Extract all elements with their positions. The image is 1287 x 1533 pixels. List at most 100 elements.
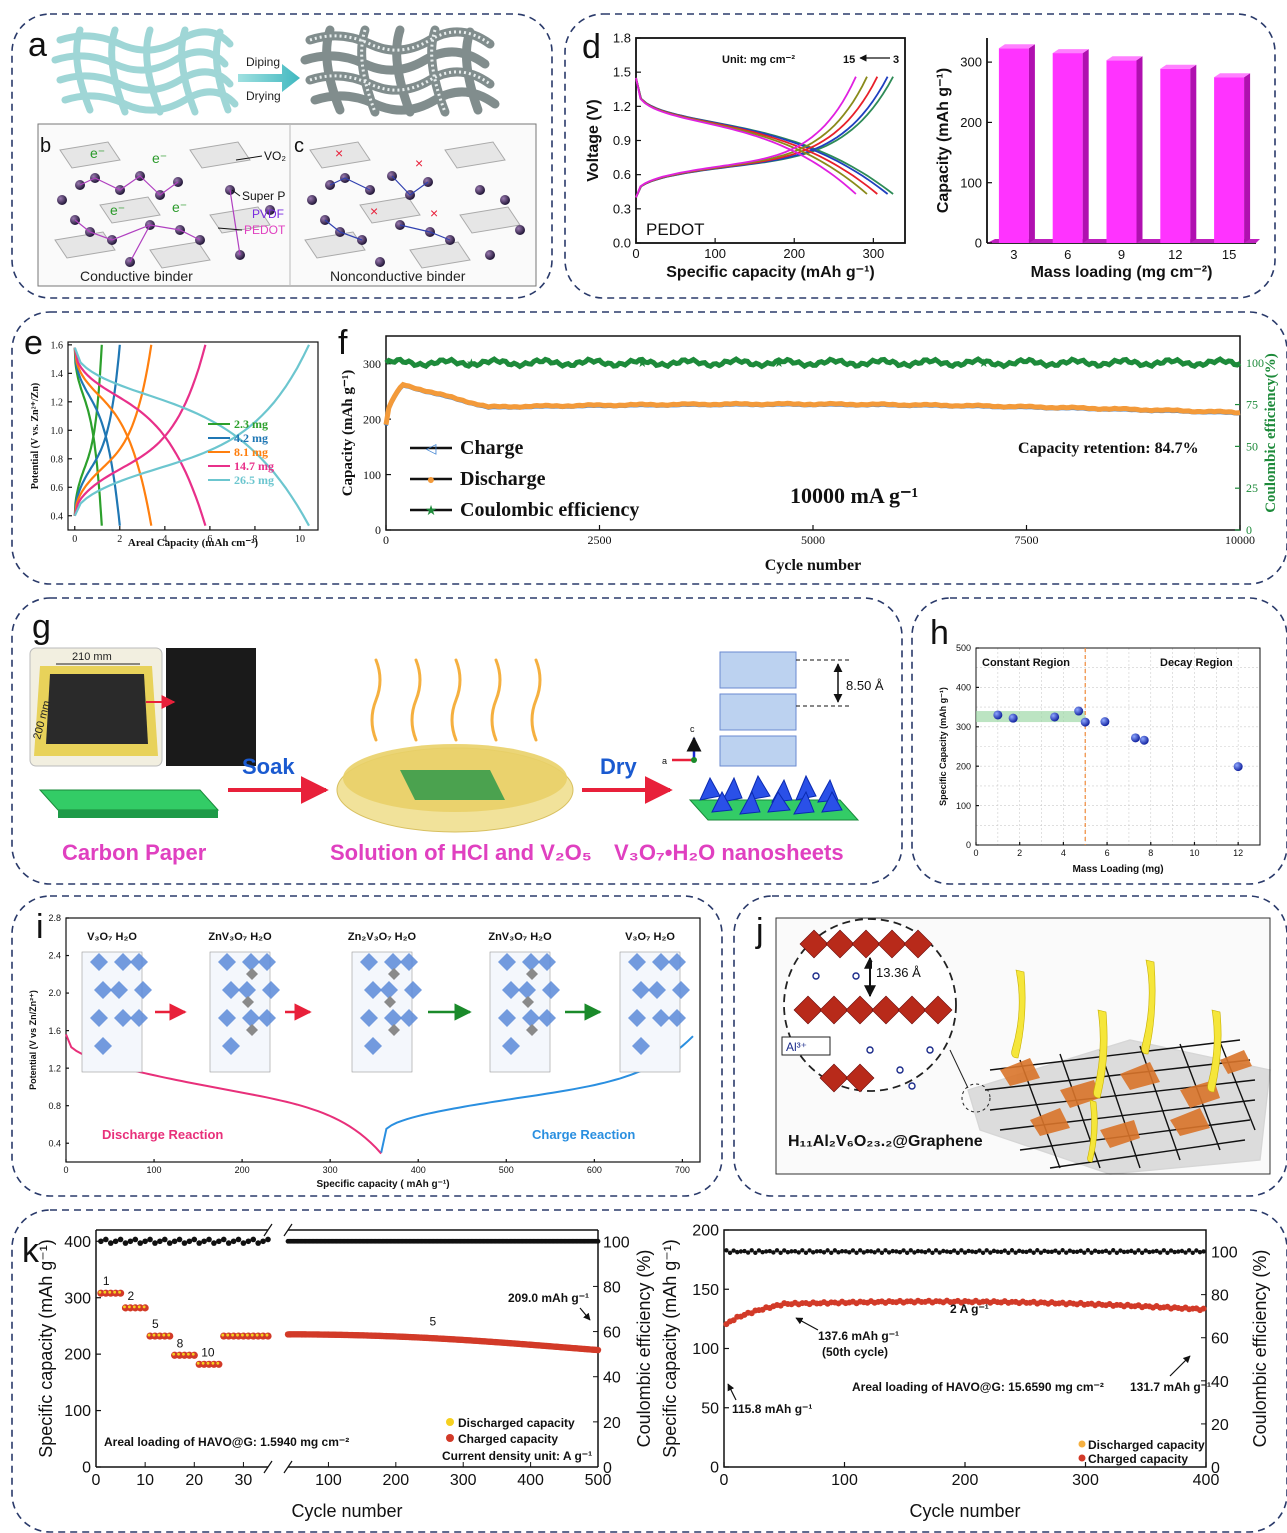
x-axis-label: Cycle number: [909, 1501, 1020, 1521]
stage-crystal: [619, 951, 681, 1073]
ce-point: [117, 1236, 124, 1243]
discharged-point: [265, 1333, 269, 1337]
panel-j-schematic: 13.36 Å Al³⁺ H₁₁Al₂V₆O₂₃.₂@Graphene: [775, 917, 1271, 1175]
discharged-point: [186, 1352, 190, 1356]
ce-point: [731, 1248, 736, 1253]
ce-point: [749, 1248, 754, 1253]
data-point: [1100, 717, 1110, 727]
charged-point: [594, 1346, 602, 1354]
x-tick-label: 2: [117, 534, 122, 545]
charge-curve: [635, 76, 868, 198]
x-tick-label: 100: [831, 1472, 858, 1489]
ce-point: [1172, 1249, 1177, 1255]
zn-site: [526, 968, 538, 980]
caption-nanosheets: V₃O₇•H₂O nanosheets: [614, 840, 844, 865]
x-tick-label: 8: [1148, 848, 1153, 858]
ce-point: [137, 1240, 144, 1246]
data-point: [1074, 706, 1084, 716]
ce-point: [260, 1238, 266, 1245]
rate-label: 2 A g⁻¹: [950, 1302, 989, 1316]
pedot-label: PEDOT: [646, 220, 705, 239]
ce-point: [1056, 1250, 1062, 1255]
ce-point: [166, 1240, 173, 1246]
polyhedron: [130, 1009, 148, 1027]
carbon-paper-sheet: [38, 789, 220, 811]
ce-star: ★: [978, 356, 989, 370]
ce-point: [832, 1248, 838, 1253]
soak-label: Soak: [242, 754, 295, 779]
bar: [1214, 77, 1245, 243]
graphene-sheet: [967, 1039, 1271, 1175]
ce-point: [962, 1250, 968, 1255]
plot-frame: [67, 341, 319, 531]
ce-point: [1183, 1250, 1188, 1255]
ce-point: [1194, 1248, 1199, 1253]
y-right-tick-label: 0: [603, 1460, 612, 1477]
charged-point: [141, 1304, 149, 1312]
ce-point: [1132, 1250, 1138, 1255]
zn-site: [246, 1024, 258, 1036]
x-tick-label: 2: [1017, 848, 1022, 858]
ce-point: [926, 1248, 932, 1253]
ion-legend-box: [781, 1036, 831, 1056]
frame-ef: [11, 311, 1287, 585]
x-tick-label: 700: [675, 1165, 690, 1175]
bar-side: [1190, 64, 1197, 243]
ce-point: [162, 1236, 168, 1243]
block-3: ×: [370, 203, 378, 219]
ce-point: [879, 1250, 885, 1256]
zn-site: [384, 996, 396, 1008]
ce-point: [767, 1248, 772, 1254]
rate-label: 8: [177, 1336, 184, 1350]
y-right-tick-label: 75: [1246, 398, 1258, 412]
ce-point: [1009, 1248, 1015, 1253]
discharged-point: [132, 1305, 136, 1309]
y-tick-label: 500: [956, 643, 971, 653]
nonconductive-label: Nonconductive binder: [330, 268, 466, 284]
y-tick-label: 0.0: [613, 236, 631, 251]
y-right-tick-label: 80: [1211, 1288, 1229, 1305]
y-tick-label: 0: [82, 1460, 91, 1477]
frame-i: [11, 895, 723, 1197]
legend-charged: Charged capacity: [1088, 1452, 1188, 1466]
polyhedron: [218, 953, 236, 971]
polyhedron: [242, 1009, 260, 1027]
ce-point: [774, 1248, 780, 1253]
panel-frames: [11, 13, 1287, 1533]
ce-point: [1045, 1249, 1051, 1254]
bar-top: [1214, 73, 1251, 78]
ce-point: [1092, 1248, 1098, 1253]
vapor-arrows: [370, 658, 542, 742]
ce-point: [1017, 1248, 1022, 1254]
long-rate-label: 5: [430, 1315, 437, 1329]
charged-point: [190, 1351, 198, 1359]
decay-region-label: Decay Region: [1160, 657, 1233, 669]
polyhedron: [498, 1009, 516, 1027]
polyhedron: [94, 1037, 112, 1055]
ce-point: [1002, 1248, 1007, 1253]
zn-site: [246, 968, 258, 980]
y-tick-label: 200: [64, 1347, 91, 1364]
x-tick-label: 0: [383, 533, 389, 547]
ce-point: [1013, 1250, 1018, 1255]
y-tick-label: 0.6: [51, 483, 64, 494]
ce-point: [1176, 1249, 1181, 1254]
ce-point: [1096, 1249, 1101, 1255]
dip-arrow: [238, 64, 300, 92]
y-tick-label: 300: [64, 1290, 91, 1307]
ce-point: [1139, 1250, 1145, 1255]
y-right-tick-label: 0: [1246, 523, 1252, 537]
y-tick-label: 0.4: [48, 1138, 61, 1148]
x-tick-label: 8: [252, 534, 257, 545]
ce-point: [800, 1248, 805, 1253]
ce-point: [977, 1248, 982, 1253]
leader-vo2: [235, 155, 263, 161]
ce-point: [897, 1250, 903, 1255]
zoom-spacing-label: 13.36 Å: [876, 965, 921, 980]
spacing-label-g: 8.50 Å: [846, 678, 884, 693]
bar-top: [1052, 49, 1089, 54]
coulombic-efficiency-series: [384, 356, 1242, 370]
ce-point: [1067, 1248, 1073, 1253]
polyhedron: [668, 953, 686, 971]
ce-point: [778, 1250, 783, 1256]
